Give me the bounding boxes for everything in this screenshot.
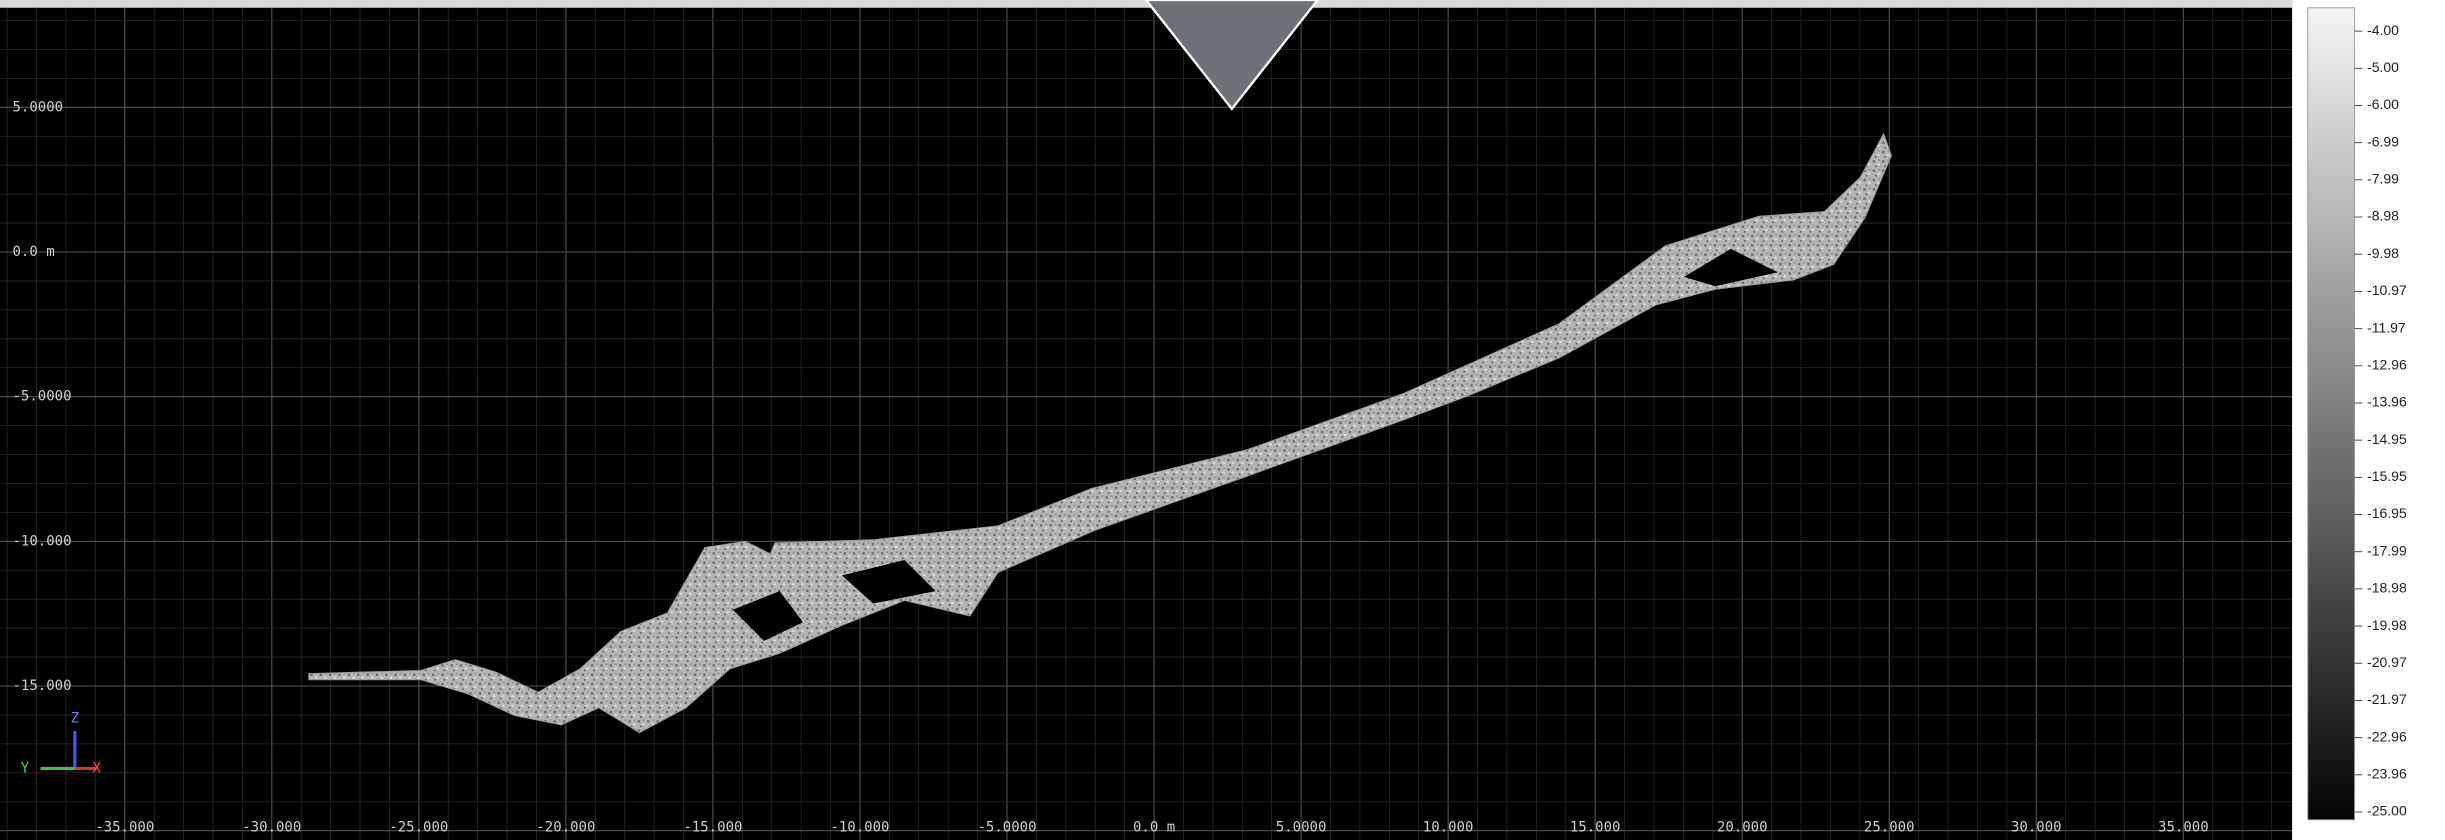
- x-axis-label: -25.000: [389, 820, 448, 836]
- colorbar-label: -22.96: [2367, 728, 2407, 744]
- x-axis-label: 15.000: [1570, 820, 1621, 836]
- x-axis-label: 0.0 m: [1133, 820, 1175, 836]
- colorbar-label: -6.00: [2367, 96, 2399, 112]
- x-axis-label: -15.000: [683, 820, 742, 836]
- x-axis-label: -5.0000: [977, 820, 1036, 836]
- colorbar-label: -23.96: [2367, 766, 2407, 782]
- y-axis-label: -10.000: [12, 533, 71, 549]
- colorbar-label: -16.95: [2367, 505, 2407, 521]
- colorbar-label: -11.97: [2367, 319, 2406, 335]
- colorbar-label: -20.97: [2367, 654, 2407, 670]
- colorbar-label: -6.99: [2367, 133, 2399, 149]
- colorbar-label: -25.00: [2367, 803, 2407, 819]
- colorbar-label: -9.98: [2367, 245, 2399, 261]
- triad-y-label: Y: [21, 760, 30, 776]
- colorbar-label: -19.98: [2367, 617, 2407, 633]
- y-axis-label: -5.0000: [12, 389, 71, 405]
- x-axis-label: 30.000: [2011, 820, 2062, 836]
- x-axis-label: 10.000: [1423, 820, 1474, 836]
- colorbar-label: -18.98: [2367, 580, 2407, 596]
- x-axis-label: -10.000: [830, 820, 889, 836]
- x-axis-label: -30.000: [242, 820, 301, 836]
- colorbar-label: -14.95: [2367, 431, 2407, 447]
- y-axis-label: -15.000: [12, 678, 71, 694]
- x-axis-label: 35.000: [2158, 820, 2209, 836]
- triad-z-label: Z: [71, 711, 79, 727]
- colorbar-label: -7.99: [2367, 171, 2399, 187]
- colorbar: [2308, 8, 2355, 820]
- x-axis-label: 5.0000: [1276, 820, 1327, 836]
- y-axis-label: 0.0 m: [12, 244, 54, 260]
- colorbar-label: -21.97: [2367, 691, 2407, 707]
- x-axis-label: -20.000: [536, 820, 595, 836]
- colorbar-label: -5.00: [2367, 59, 2399, 75]
- y-axis-label: 5.0000: [12, 99, 63, 115]
- page: {"viewport": { "x_labels": ["-35.000", "…: [0, 0, 2445, 840]
- x-axis-label: 20.000: [1717, 820, 1768, 836]
- colorbar-label: -12.96: [2367, 356, 2407, 372]
- colorbar-label: -13.96: [2367, 394, 2407, 410]
- colorbar-label: -15.95: [2367, 468, 2407, 484]
- x-axis-label: -35.000: [95, 820, 154, 836]
- colorbar-label: -4.00: [2367, 22, 2399, 38]
- colorbar-label: -8.98: [2367, 208, 2399, 224]
- viewer: -35.000 -30.000 -25.000 -20.000 -15.000 -10.0…: [0, 0, 2445, 840]
- triad-x-label: X: [92, 760, 101, 776]
- colorbar-label: -10.97: [2367, 282, 2407, 298]
- colorbar-label: -17.99: [2367, 542, 2407, 558]
- x-axis-label: 25.000: [1864, 820, 1915, 836]
